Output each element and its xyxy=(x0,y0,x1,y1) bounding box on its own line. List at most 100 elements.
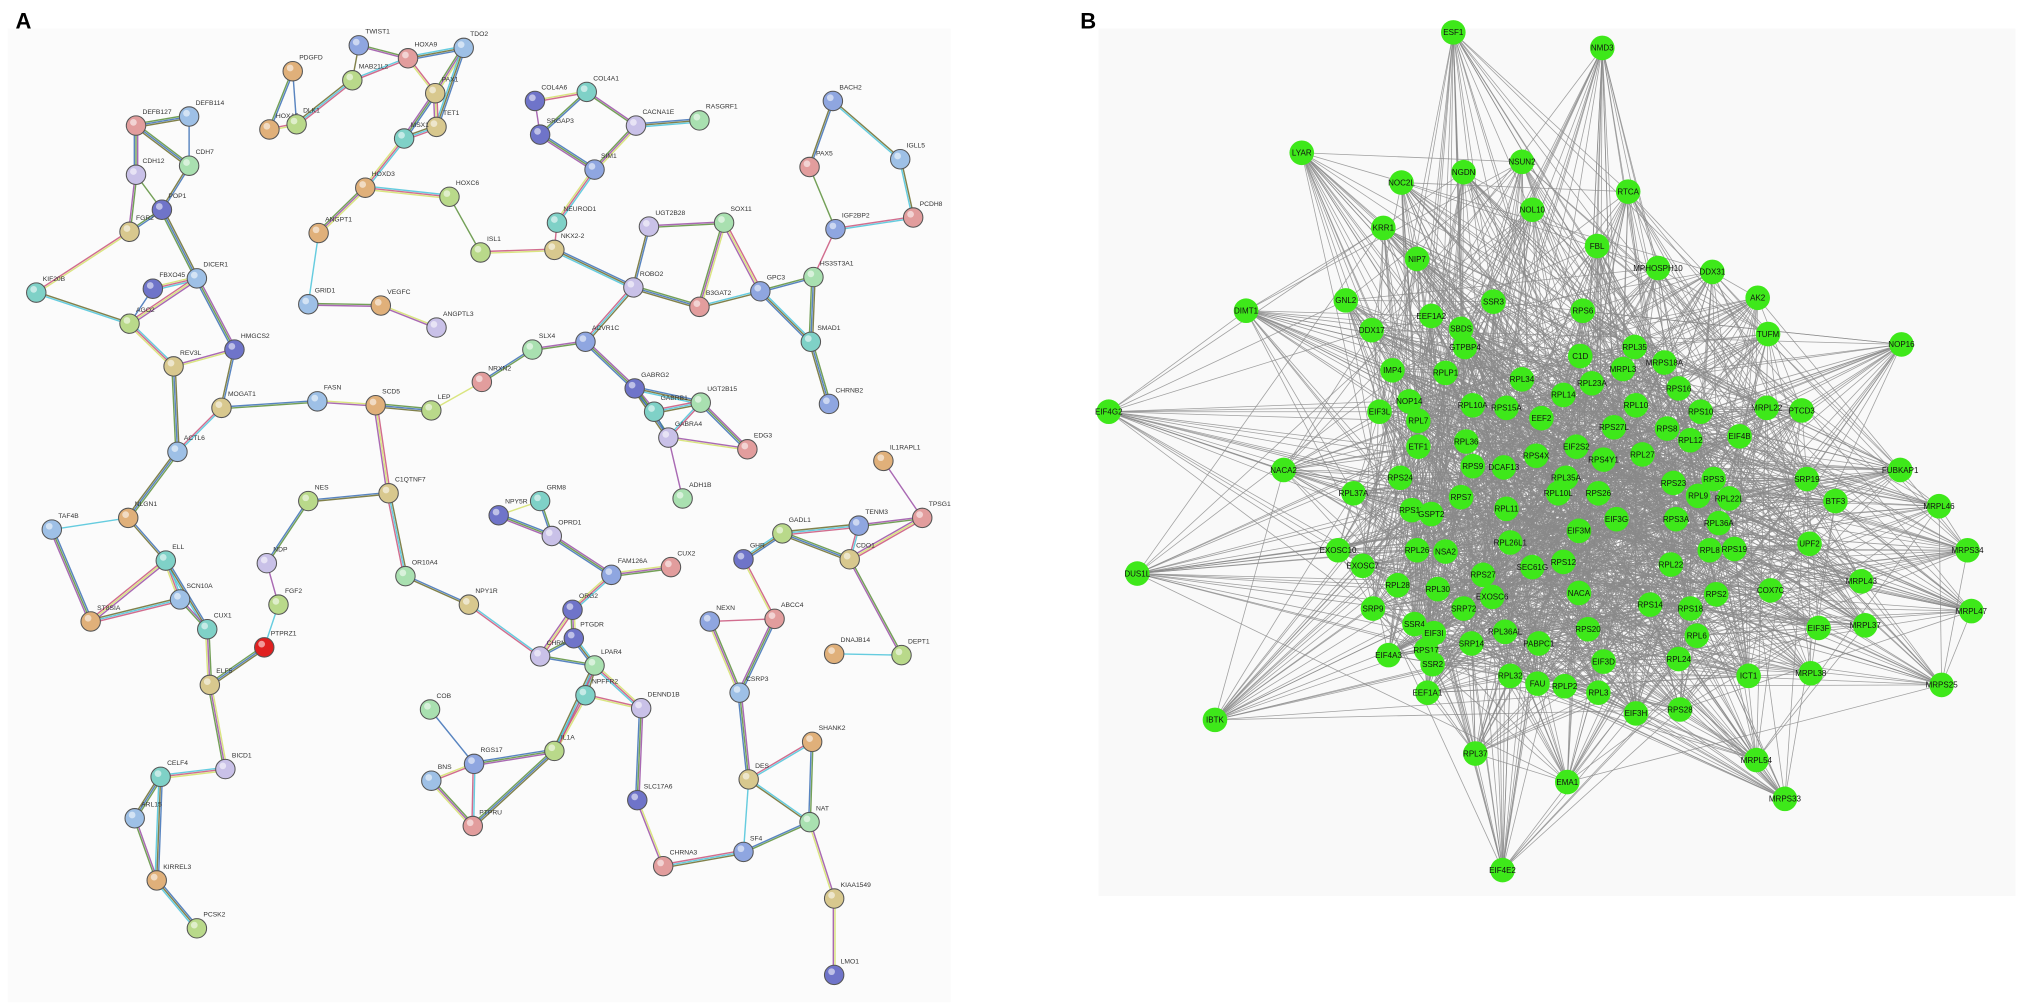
edge xyxy=(1301,152,1599,693)
node-highlight xyxy=(676,491,684,499)
edge xyxy=(1690,548,1735,609)
node xyxy=(186,918,208,939)
node-label: KIAA1549 xyxy=(841,882,872,889)
edge xyxy=(176,406,222,452)
edge xyxy=(554,247,635,287)
node-label: MRPS25 xyxy=(1926,681,1959,690)
node-highlight xyxy=(190,921,198,929)
node-label: NES xyxy=(315,484,329,491)
edge xyxy=(835,215,914,230)
node-label: ROBO2 xyxy=(640,271,664,278)
node-label: IGLL5 xyxy=(907,143,926,150)
node xyxy=(1490,857,1515,883)
node-highlight xyxy=(155,203,163,210)
node xyxy=(1706,510,1732,536)
edge xyxy=(52,528,93,622)
node-label: RPL12 xyxy=(1678,436,1703,445)
node-label: IGF2BP2 xyxy=(842,213,870,220)
edge xyxy=(849,558,903,656)
node-label: RPS16 xyxy=(1666,384,1692,393)
node-highlight xyxy=(548,744,556,752)
node xyxy=(1402,611,1427,637)
node-label: FGF2 xyxy=(285,588,302,595)
node xyxy=(146,870,167,891)
node-label: NACA xyxy=(1568,589,1591,598)
node-label: SSR4 xyxy=(1404,620,1425,629)
edge xyxy=(1301,152,1522,163)
edge xyxy=(432,779,475,826)
node xyxy=(1448,484,1474,510)
node xyxy=(1736,663,1761,689)
node xyxy=(463,753,485,775)
node-label: TPSG1 xyxy=(929,501,951,508)
node xyxy=(1529,405,1554,431)
node xyxy=(118,507,139,529)
edge xyxy=(1591,344,1902,384)
node xyxy=(298,490,319,512)
node xyxy=(1823,488,1848,514)
node-highlight xyxy=(171,445,179,452)
node xyxy=(1727,424,1752,449)
node xyxy=(1341,480,1366,506)
node xyxy=(307,391,328,412)
node-label: MAB21L2 xyxy=(359,64,389,71)
node xyxy=(891,644,912,666)
edge xyxy=(429,709,475,765)
node-label: RPS3A xyxy=(1663,515,1690,524)
edge xyxy=(1510,344,1902,677)
node-label: GRM8 xyxy=(547,484,567,491)
node-label: SCN10A xyxy=(187,583,214,590)
node-label: CSRP3 xyxy=(746,676,769,683)
node-highlight xyxy=(302,494,310,502)
node xyxy=(1584,233,1610,259)
edge xyxy=(552,534,613,575)
edge xyxy=(90,560,167,623)
edge xyxy=(210,684,228,769)
node-label: ANGPT1 xyxy=(325,216,352,223)
edge xyxy=(632,288,700,310)
node xyxy=(348,35,370,56)
edge xyxy=(173,349,235,368)
node-label: ELF5 xyxy=(216,668,232,675)
edge xyxy=(36,231,131,294)
node xyxy=(119,313,140,334)
node xyxy=(652,855,674,877)
edge xyxy=(1941,610,1972,686)
edge xyxy=(540,92,588,136)
node-label: GNL2 xyxy=(1335,296,1356,305)
node-highlight xyxy=(311,394,319,402)
node-label: ADH1B xyxy=(689,482,712,489)
node-highlight xyxy=(605,568,613,575)
node-label: HOXA5 xyxy=(276,113,299,120)
edge xyxy=(467,604,541,658)
edge xyxy=(1464,346,1589,630)
edge xyxy=(435,47,465,128)
node xyxy=(254,637,275,658)
edge xyxy=(1214,509,1413,721)
edge xyxy=(1337,549,1697,637)
edge xyxy=(1475,753,1568,783)
node-highlight xyxy=(128,811,136,819)
edge xyxy=(269,71,295,131)
node-label: TWIST1 xyxy=(365,29,390,36)
edge xyxy=(1634,346,1771,591)
node-label: RPL26 xyxy=(1405,546,1430,555)
edge xyxy=(1532,209,1836,502)
node xyxy=(1451,159,1476,185)
node xyxy=(1758,578,1783,603)
edge xyxy=(1416,310,1584,551)
node-label: NACA2 xyxy=(1270,466,1297,475)
node-highlight xyxy=(657,859,664,867)
node-label: NOL10 xyxy=(1520,206,1546,215)
node-highlight xyxy=(588,163,596,170)
node-label: UGT2B28 xyxy=(655,210,685,217)
node-highlight xyxy=(807,270,815,278)
node-label: LYAR xyxy=(1292,149,1312,158)
node-highlight xyxy=(263,122,271,130)
node xyxy=(818,393,840,415)
node-highlight xyxy=(190,271,198,279)
edge xyxy=(1784,500,1836,799)
edge xyxy=(1475,608,1691,754)
node-label: RPL36A xyxy=(1704,519,1735,528)
edge xyxy=(1578,530,1637,714)
